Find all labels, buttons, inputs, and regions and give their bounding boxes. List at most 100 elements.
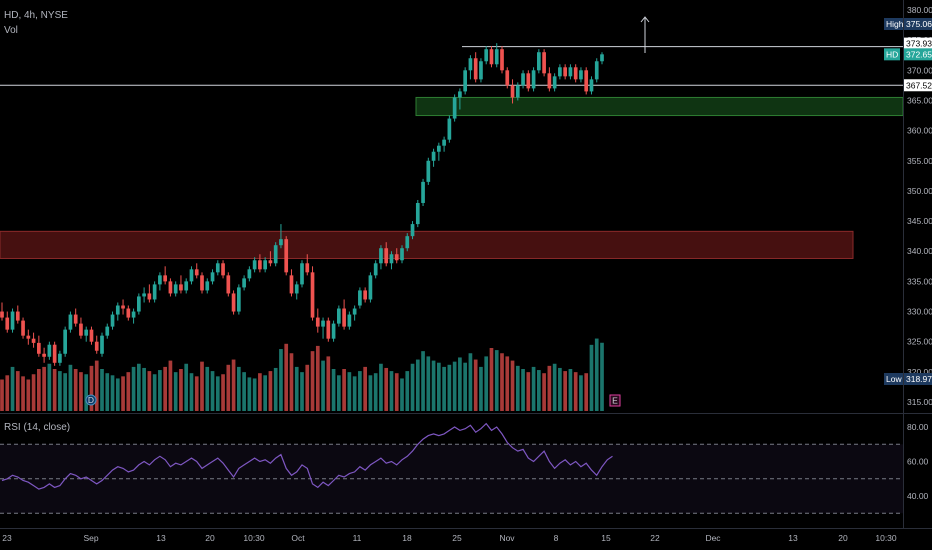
candle[interactable] — [415, 199, 420, 228]
candle[interactable] — [400, 245, 404, 264]
candle[interactable] — [458, 88, 462, 110]
candle[interactable] — [484, 46, 489, 65]
candle[interactable] — [573, 64, 578, 83]
candle[interactable] — [189, 266, 194, 285]
candle[interactable] — [142, 287, 146, 303]
candle[interactable] — [489, 46, 494, 68]
candle[interactable] — [147, 284, 152, 303]
candle[interactable] — [63, 326, 67, 357]
candle[interactable] — [184, 278, 189, 294]
candle[interactable] — [347, 311, 352, 330]
candle[interactable] — [531, 67, 536, 92]
candle[interactable] — [310, 266, 315, 321]
candle[interactable] — [368, 272, 373, 303]
candle[interactable] — [58, 350, 62, 366]
candle[interactable] — [0, 302, 4, 321]
candle[interactable] — [521, 70, 525, 89]
resistance-zone[interactable] — [0, 230, 854, 259]
candle[interactable] — [363, 287, 367, 303]
candle[interactable] — [447, 115, 452, 143]
earnings-marker[interactable] — [609, 394, 621, 407]
candle[interactable] — [473, 52, 478, 83]
candle[interactable] — [168, 278, 173, 297]
rsi-line[interactable] — [1, 422, 613, 490]
last-price-tag[interactable]: HD 372.65 — [884, 48, 932, 61]
candle[interactable] — [431, 148, 436, 167]
candle[interactable] — [547, 67, 552, 92]
candle[interactable] — [305, 254, 310, 276]
candle[interactable] — [479, 58, 483, 83]
candle[interactable] — [42, 347, 46, 363]
candle[interactable] — [205, 278, 210, 294]
candle[interactable] — [273, 242, 278, 267]
candle[interactable] — [268, 251, 273, 267]
candle[interactable] — [558, 64, 562, 80]
candle[interactable] — [200, 272, 204, 294]
candle[interactable] — [379, 245, 383, 270]
candle[interactable] — [405, 233, 410, 252]
candle[interactable] — [463, 67, 467, 95]
candle[interactable] — [105, 323, 110, 339]
candle[interactable] — [384, 242, 389, 267]
candle[interactable] — [563, 64, 567, 80]
candle[interactable] — [31, 332, 36, 348]
candle[interactable] — [289, 269, 294, 297]
candle[interactable] — [252, 257, 257, 273]
candle[interactable] — [279, 224, 283, 249]
candle[interactable] — [47, 341, 52, 360]
candle[interactable] — [258, 254, 262, 273]
candle[interactable] — [152, 281, 157, 303]
candle[interactable] — [552, 73, 557, 92]
candle[interactable] — [442, 136, 446, 152]
candle[interactable] — [410, 221, 415, 240]
candle[interactable] — [437, 142, 441, 161]
candle[interactable] — [373, 260, 378, 279]
candle[interactable] — [526, 70, 531, 92]
volume-legend[interactable]: Vol — [4, 25, 18, 36]
candle[interactable] — [426, 157, 431, 185]
candle[interactable] — [589, 76, 594, 95]
candle[interactable] — [247, 266, 252, 282]
candle[interactable] — [494, 43, 499, 68]
rsi-legend[interactable]: RSI (14, close) — [4, 422, 71, 433]
candle[interactable] — [179, 275, 183, 294]
candle[interactable] — [226, 272, 231, 297]
candle[interactable] — [594, 58, 599, 83]
candle[interactable] — [452, 94, 457, 122]
candle[interactable] — [215, 260, 220, 276]
support-zone[interactable] — [415, 96, 904, 117]
candle[interactable] — [300, 260, 304, 288]
candle[interactable] — [242, 275, 246, 291]
candle[interactable] — [231, 290, 236, 315]
candle[interactable] — [89, 326, 94, 345]
candle[interactable] — [394, 248, 399, 264]
candle[interactable] — [100, 332, 104, 357]
candle[interactable] — [163, 266, 167, 285]
candle[interactable] — [537, 49, 541, 74]
candle[interactable] — [79, 317, 83, 339]
candle[interactable] — [326, 317, 331, 342]
candle[interactable] — [121, 299, 125, 315]
lower-line-tag[interactable]: 367.52 — [903, 79, 932, 92]
symbol-legend[interactable]: HD, 4h, NYSE — [4, 10, 68, 21]
candle[interactable] — [263, 257, 267, 273]
candle[interactable] — [73, 308, 78, 327]
candle[interactable] — [421, 178, 425, 206]
candle[interactable] — [237, 284, 241, 315]
candle[interactable] — [15, 305, 20, 324]
candle[interactable] — [10, 308, 15, 333]
candle[interactable] — [26, 329, 31, 345]
candle[interactable] — [294, 281, 299, 300]
candle[interactable] — [389, 251, 394, 270]
candle[interactable] — [5, 311, 10, 333]
candle[interactable] — [515, 82, 520, 101]
candle[interactable] — [500, 46, 504, 74]
candle[interactable] — [110, 311, 115, 330]
candle[interactable] — [600, 52, 604, 65]
candle[interactable] — [352, 305, 357, 321]
candle[interactable] — [194, 263, 199, 279]
dividend-marker[interactable] — [85, 394, 97, 406]
candle[interactable] — [284, 236, 289, 276]
candle[interactable] — [68, 311, 73, 333]
